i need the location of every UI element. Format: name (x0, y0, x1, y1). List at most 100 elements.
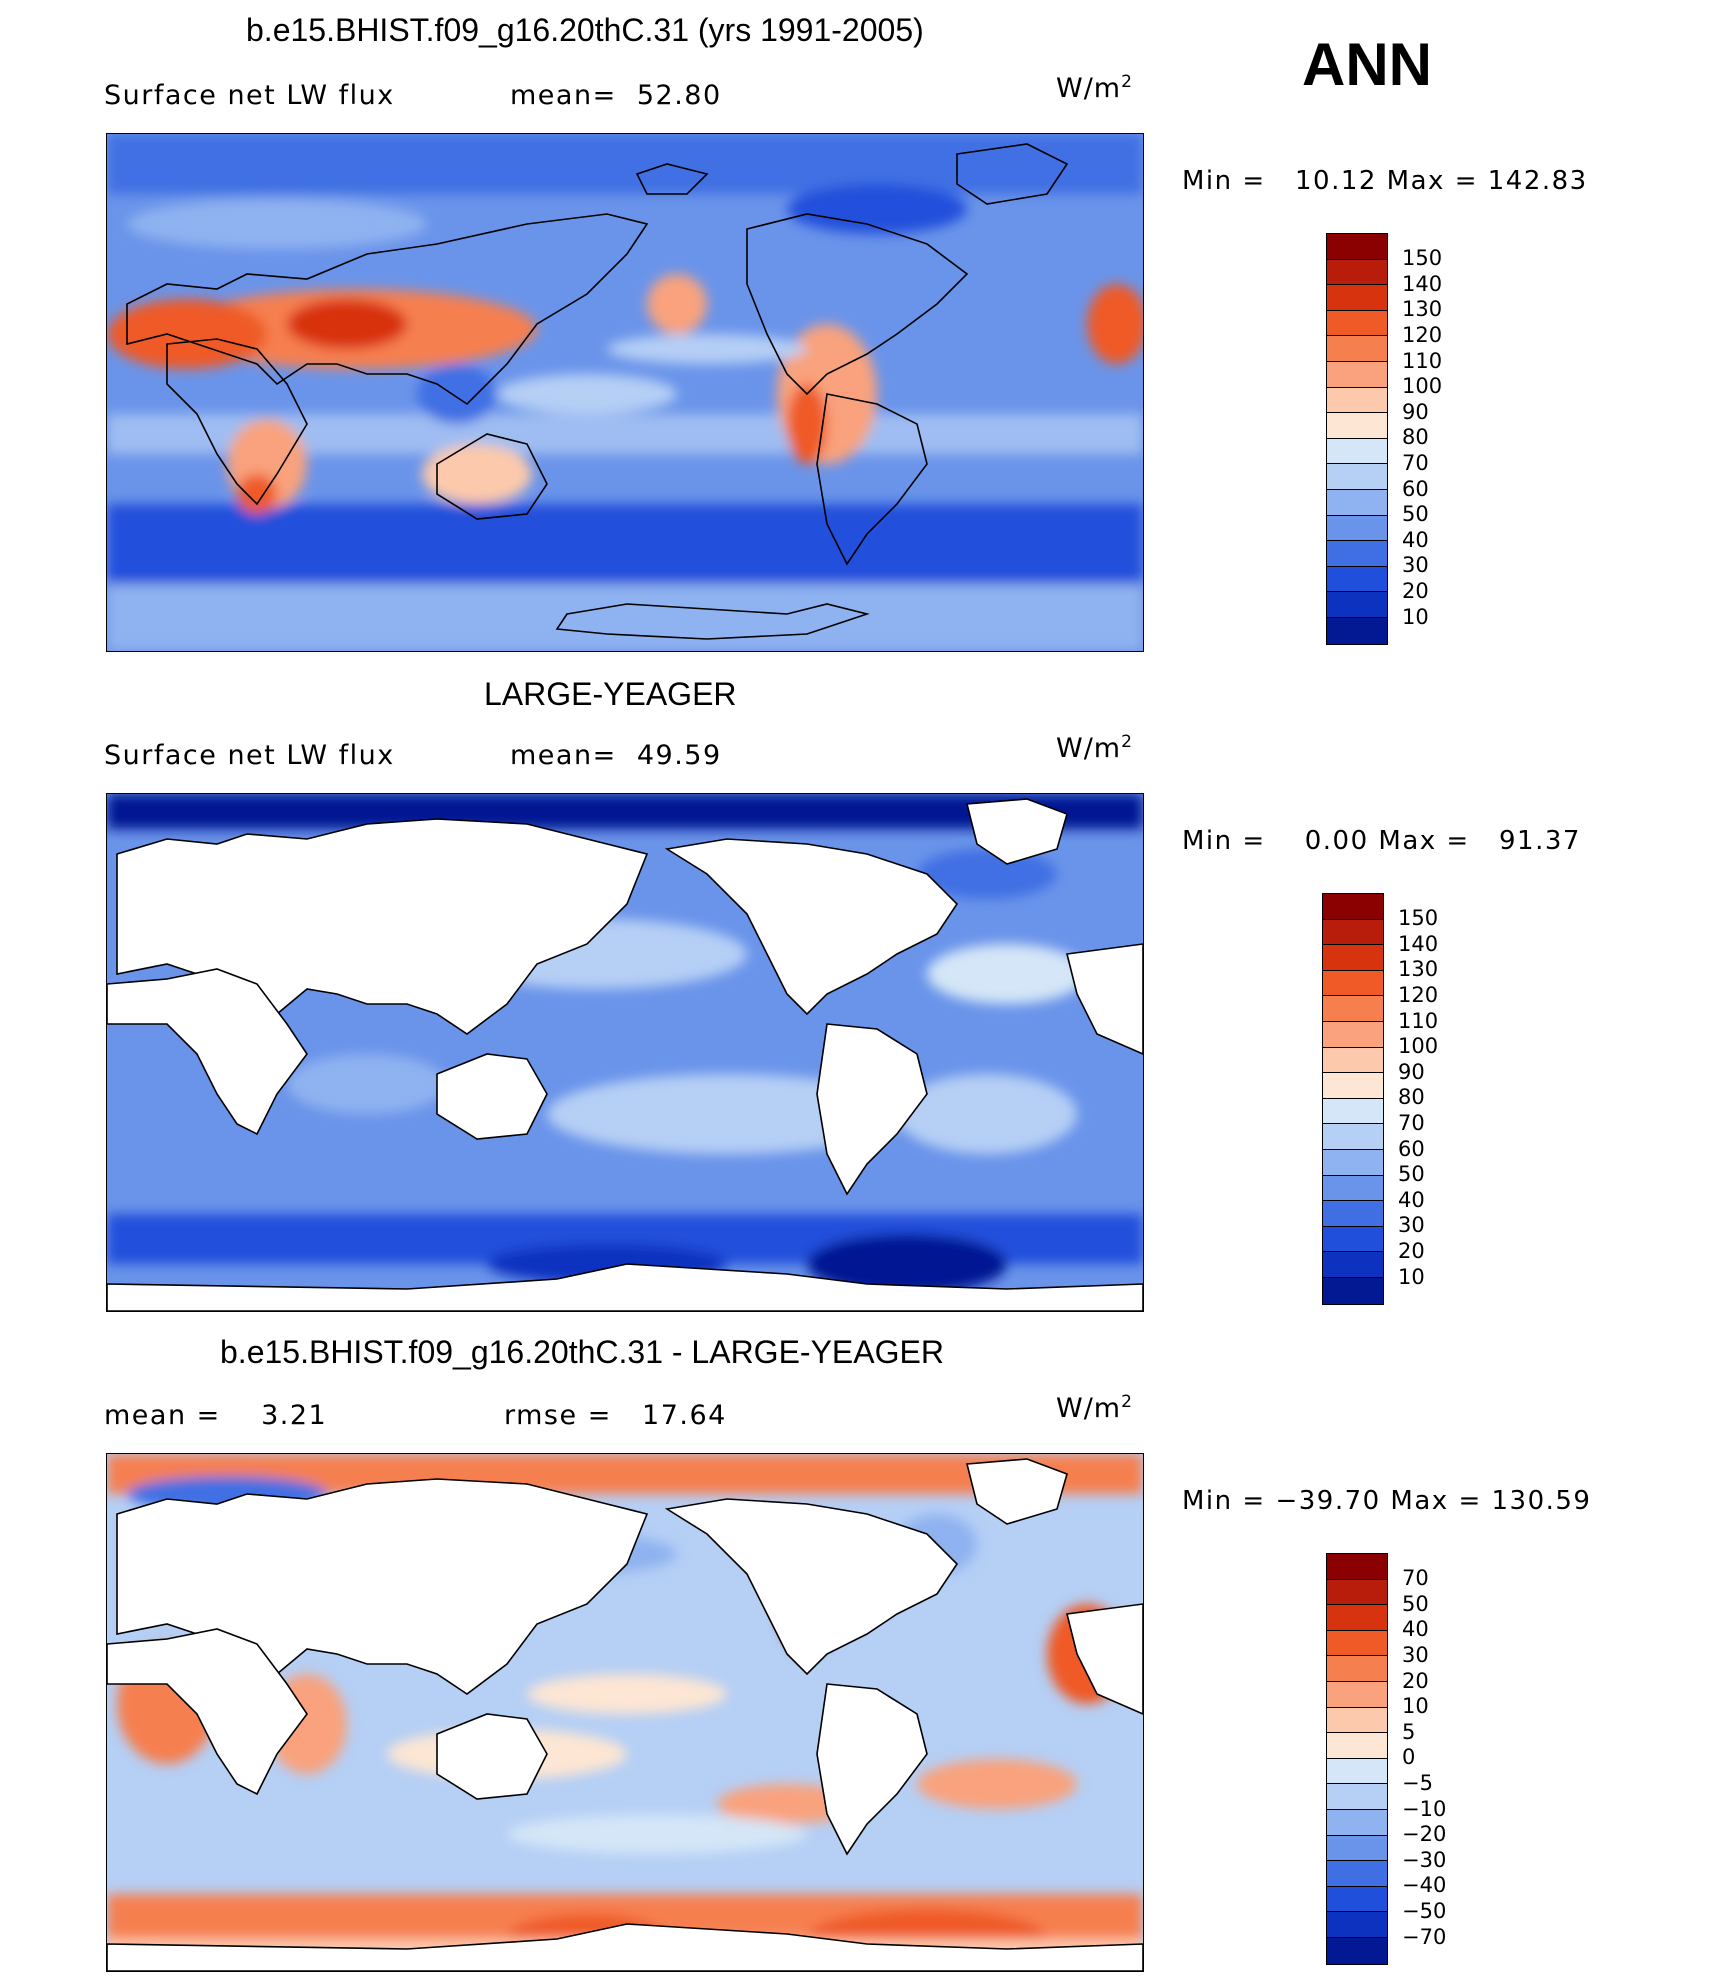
colorbar-tick-label: 70 (1402, 450, 1429, 475)
colorbar-segment (1327, 234, 1387, 260)
colorbar-tick-label: 100 (1402, 374, 1443, 399)
colorbar-segment (1327, 361, 1387, 388)
colorbar-tick-label: 5 (1402, 1719, 1416, 1744)
colorbar-segment (1327, 464, 1387, 490)
panel-3-title: b.e15.BHIST.f09_g16.20thC.31 - LARGE-YEA… (220, 1334, 944, 1370)
colorbar-tick-label: 110 (1398, 1008, 1439, 1033)
panel-1-min-max: Min = 10.12 Max = 142.83 (1182, 166, 1588, 196)
panel-3-colorbar (1326, 1553, 1388, 1965)
colorbar-segment (1327, 592, 1387, 618)
colorbar-segment (1327, 259, 1387, 286)
colorbar-segment (1327, 1912, 1387, 1938)
panel-1-map (106, 133, 1144, 652)
colorbar-segment (1327, 1707, 1387, 1734)
colorbar-segment (1327, 1656, 1387, 1682)
colorbar-tick-label: 20 (1402, 578, 1429, 603)
colorbar-tick-label: 130 (1398, 957, 1439, 982)
colorbar-tick-label: 50 (1402, 1591, 1429, 1616)
panel-2-map (106, 793, 1144, 1312)
colorbar-segment (1327, 1809, 1387, 1836)
panel-3-colorbar-labels: 70 50 40 30 20 10 5 0 −5 −10 −20 −30 −40… (1402, 1566, 1447, 1963)
colorbar-segment (1323, 945, 1383, 971)
panel-1-units-exponent: 2 (1121, 72, 1133, 92)
panel-3-map (106, 1453, 1144, 1972)
colorbar-tick-label: 120 (1398, 982, 1439, 1007)
colorbar-segment (1323, 1201, 1383, 1227)
colorbar-tick-label: 30 (1398, 1213, 1425, 1238)
colorbar-segment (1327, 1630, 1387, 1657)
panel-2-colorbar (1322, 893, 1384, 1305)
colorbar-tick-label: 140 (1398, 931, 1439, 956)
colorbar-tick-label: 90 (1398, 1059, 1425, 1084)
colorbar-segment (1327, 515, 1387, 542)
colorbar-tick-label: 40 (1398, 1187, 1425, 1212)
colorbar-segment (1327, 285, 1387, 311)
panel-1-colorbar (1326, 233, 1388, 645)
colorbar-tick-label: 10 (1398, 1264, 1425, 1289)
colorbar-segment (1323, 1073, 1383, 1099)
colorbar-tick-label: 70 (1402, 1566, 1429, 1591)
colorbar-tick-label: −20 (1402, 1822, 1447, 1847)
colorbar-segment (1327, 1579, 1387, 1606)
colorbar-segment (1327, 1758, 1387, 1785)
colorbar-tick-label: 20 (1402, 1668, 1429, 1693)
colorbar-tick-label: 70 (1398, 1110, 1425, 1135)
panel-3-units-exponent: 2 (1121, 1392, 1133, 1412)
colorbar-tick-label: −40 (1402, 1873, 1447, 1898)
panel-1-mean-label: mean= 52.80 (510, 80, 722, 111)
colorbar-tick-label: 10 (1402, 1694, 1429, 1719)
panel-1-title: b.e15.BHIST.f09_g16.20thC.31 (yrs 1991-2… (246, 12, 924, 48)
panel-2-units-exponent: 2 (1121, 732, 1133, 752)
colorbar-segment (1327, 310, 1387, 337)
colorbar-segment (1323, 970, 1383, 997)
panel-1-colorbar-labels: 150 140 130 120 110 100 90 80 70 60 50 4… (1402, 246, 1443, 643)
panel-2-units: W/m2 (1056, 732, 1133, 764)
colorbar-tick-label: 150 (1398, 906, 1439, 931)
panel-2-colorbar-labels: 150 140 130 120 110 100 90 80 70 60 50 4… (1398, 906, 1439, 1303)
colorbar-segment (1323, 996, 1383, 1022)
panel-2-variable-label: Surface net LW flux (104, 740, 395, 771)
panel-1-units: W/m2 (1056, 72, 1133, 104)
colorbar-tick-label: 90 (1402, 399, 1429, 424)
colorbar-segment (1327, 387, 1387, 414)
colorbar-segment (1323, 1047, 1383, 1074)
colorbar-segment (1327, 1937, 1387, 1964)
colorbar-tick-label: −50 (1402, 1898, 1447, 1923)
colorbar-segment (1327, 1861, 1387, 1887)
colorbar-tick-label: 50 (1398, 1162, 1425, 1187)
colorbar-segment (1323, 1098, 1383, 1125)
panel-3-units-base: W/m (1056, 1393, 1122, 1424)
colorbar-segment (1327, 1554, 1387, 1580)
colorbar-segment (1323, 1175, 1383, 1202)
colorbar-segment (1327, 566, 1387, 593)
colorbar-segment (1327, 1784, 1387, 1810)
panel-3-rmse-label: rmse = 17.64 (504, 1400, 727, 1431)
colorbar-tick-label: 140 (1402, 271, 1443, 296)
colorbar-tick-label: 150 (1402, 246, 1443, 271)
colorbar-segment (1323, 1252, 1383, 1278)
colorbar-segment (1327, 541, 1387, 567)
colorbar-tick-label: 30 (1402, 1642, 1429, 1667)
colorbar-segment (1323, 1021, 1383, 1048)
colorbar-tick-label: 110 (1402, 348, 1443, 373)
colorbar-segment (1323, 1226, 1383, 1253)
colorbar-tick-label: 0 (1402, 1745, 1416, 1770)
colorbar-tick-label: 50 (1402, 502, 1429, 527)
colorbar-segment (1327, 1605, 1387, 1631)
colorbar-segment (1327, 1835, 1387, 1862)
colorbar-segment (1327, 438, 1387, 465)
colorbar-segment (1323, 919, 1383, 946)
colorbar-tick-label: −70 (1402, 1924, 1447, 1949)
season-label: ANN (1302, 31, 1432, 98)
colorbar-tick-label: 120 (1402, 322, 1443, 347)
colorbar-tick-label: 40 (1402, 527, 1429, 552)
colorbar-tick-label: 60 (1402, 476, 1429, 501)
colorbar-segment (1323, 894, 1383, 920)
panel-1-variable-label: Surface net LW flux (104, 80, 395, 111)
panel-3-units: W/m2 (1056, 1392, 1133, 1424)
colorbar-segment (1323, 1149, 1383, 1176)
panel-2-units-base: W/m (1056, 733, 1122, 764)
colorbar-segment (1327, 1886, 1387, 1913)
colorbar-segment (1327, 336, 1387, 362)
colorbar-tick-label: −5 (1402, 1770, 1433, 1795)
